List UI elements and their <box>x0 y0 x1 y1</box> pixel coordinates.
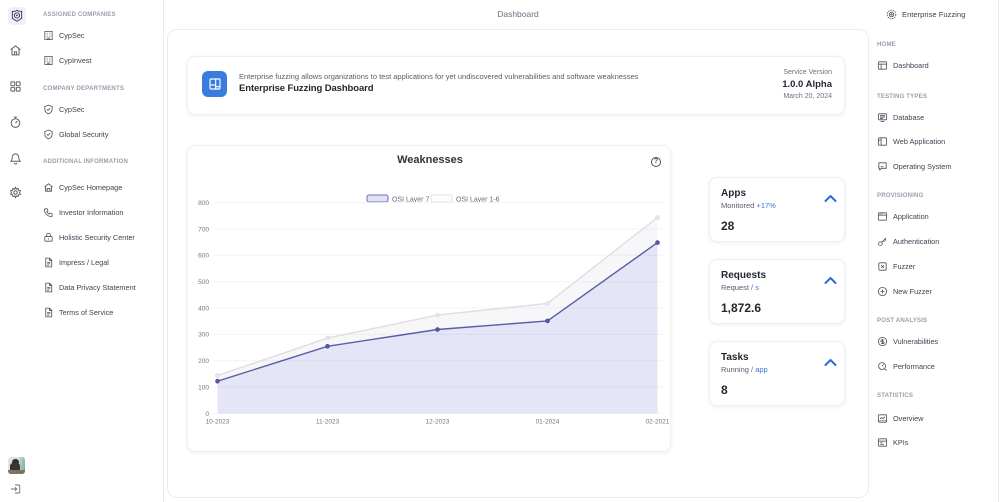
svg-text:800: 800 <box>198 200 209 207</box>
svg-text:OSI Layer 1-6: OSI Layer 1-6 <box>456 197 500 204</box>
svg-text:700: 700 <box>198 226 209 233</box>
svg-text:0: 0 <box>205 411 209 418</box>
svg-text:200: 200 <box>198 358 209 365</box>
svg-text:300: 300 <box>198 332 209 339</box>
svg-text:OSI Layer 7: OSI Layer 7 <box>392 197 429 204</box>
svg-text:01-2024: 01-2024 <box>536 419 560 426</box>
svg-text:10-2023: 10-2023 <box>206 419 230 426</box>
svg-text:02-2021: 02-2021 <box>646 419 670 426</box>
svg-text:12-2023: 12-2023 <box>426 419 450 426</box>
svg-text:11-2023: 11-2023 <box>316 419 340 426</box>
svg-text:500: 500 <box>198 279 209 286</box>
svg-text:100: 100 <box>198 384 209 391</box>
svg-text:400: 400 <box>198 305 209 312</box>
svg-text:600: 600 <box>198 253 209 260</box>
